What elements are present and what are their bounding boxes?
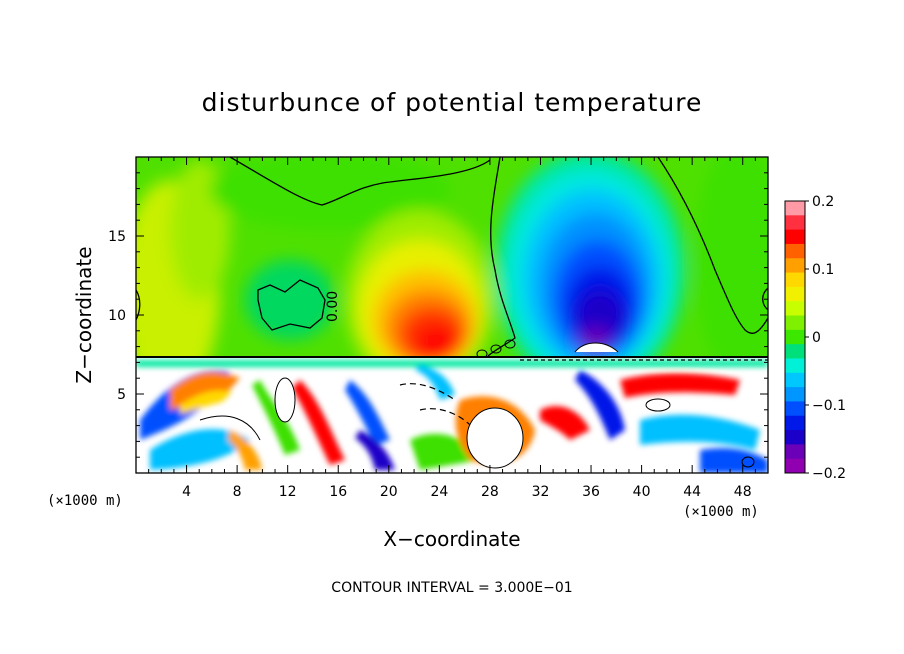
- colorbar-tick-label: 0: [812, 330, 821, 346]
- colorbar-cell: [785, 329, 805, 345]
- z-unit-label: (×1000 m): [47, 493, 123, 509]
- contour-line: [645, 398, 671, 412]
- colorbar-cell: [785, 272, 805, 288]
- x-tick-label: 28: [481, 484, 499, 500]
- contour-line: [657, 157, 768, 334]
- y-axis-label: Z−coordinate: [72, 246, 96, 383]
- contour-line: [504, 339, 516, 349]
- y-tick-label: 10: [108, 308, 126, 324]
- plot-area: 0.00: [135, 156, 769, 474]
- x-tick-label: 40: [633, 484, 651, 500]
- colorbar-cell: [785, 444, 805, 460]
- x-tick-label: 4: [182, 484, 191, 500]
- x-tick-label: 16: [329, 484, 347, 500]
- x-tick-label: 48: [734, 484, 752, 500]
- colorbar-tick-label: −0.2: [812, 466, 846, 482]
- chart-title: disturbunce of potential temperature: [202, 88, 703, 117]
- colorbar-tick-label: −0.1: [812, 398, 846, 414]
- contour-line: [574, 342, 619, 353]
- colorbar-cell: [785, 344, 805, 359]
- contour-line: [274, 377, 296, 423]
- contour-line: [490, 344, 502, 354]
- colorbar-cell: [785, 458, 805, 474]
- colorbar-cell: [785, 258, 805, 274]
- contour-line: [741, 456, 755, 468]
- x-tick-label: 32: [532, 484, 550, 500]
- colorbar-cell: [785, 215, 805, 231]
- contour-label-group: 0.00: [325, 291, 341, 322]
- upper-field: 0.00: [136, 157, 768, 356]
- contour-line: [476, 349, 488, 356]
- x-tick-label: 36: [582, 484, 600, 500]
- contour-line: [257, 279, 326, 331]
- colorbar-ticks: 0.2 0.1 0 −0.1 −0.2: [805, 194, 846, 482]
- colorbar-cell: [785, 430, 805, 445]
- contour-line: [466, 407, 524, 469]
- x-tick-label: 20: [380, 484, 398, 500]
- x-tick-label: 44: [683, 484, 701, 500]
- y-tick-label: 15: [108, 229, 126, 245]
- contour-interval-label: CONTOUR INTERVAL = 3.000E−01: [331, 580, 572, 596]
- colorbar-cell: [785, 415, 805, 431]
- colorbar-cell: [785, 286, 805, 302]
- contour-line: [762, 287, 768, 311]
- y-axis: 5 10 15: [108, 172, 768, 458]
- colorbar-cell: [785, 372, 805, 388]
- x-tick-label: 24: [430, 484, 448, 500]
- colorbar-cell: [785, 201, 805, 216]
- x-tick-label: 12: [279, 484, 297, 500]
- x-axis: 4 8 12 16 20 24 28 32 36 40 44 48: [148, 157, 756, 500]
- colorbar-tick-label: 0.1: [812, 262, 834, 278]
- colorbar-tick-label: 0.2: [812, 194, 834, 210]
- colorbar-cells: [785, 201, 805, 474]
- contour-label: 0.00: [325, 291, 341, 322]
- colorbar-cell: [785, 401, 805, 417]
- colorbar: 0.2 0.1 0 −0.1 −0.2: [784, 194, 846, 482]
- x-axis-label: X−coordinate: [383, 527, 520, 551]
- contour-line: [487, 157, 516, 356]
- y-tick-label: 5: [117, 387, 126, 403]
- contour-line: [136, 289, 141, 321]
- contour-line: [229, 157, 491, 206]
- colorbar-cell: [785, 315, 805, 331]
- x-unit-label: (×1000 m): [683, 504, 759, 520]
- colorbar-cell: [785, 229, 805, 245]
- colorbar-cell: [785, 301, 805, 317]
- colorbar-cell: [785, 387, 805, 402]
- colorbar-cell: [785, 358, 805, 374]
- x-tick-label: 8: [233, 484, 242, 500]
- contour-line: [199, 415, 261, 441]
- colorbar-cell: [785, 243, 805, 259]
- lower-field: [136, 357, 768, 473]
- contour-line: [399, 383, 456, 401]
- contour-line: [419, 408, 471, 426]
